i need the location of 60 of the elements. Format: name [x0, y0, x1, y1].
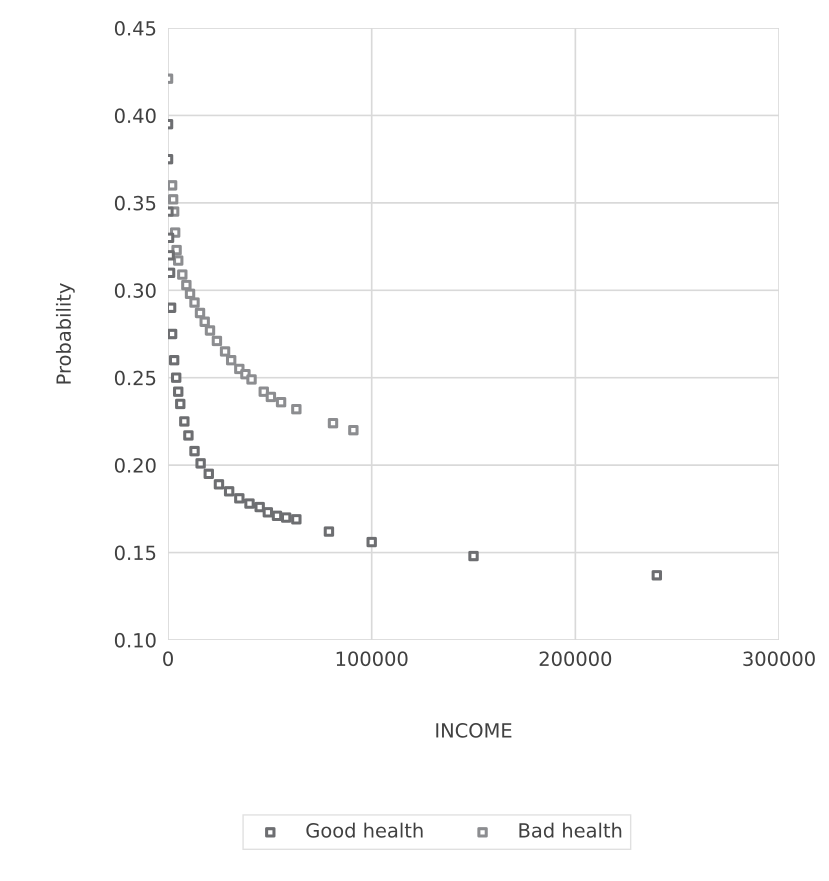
x-tick-label: 100000 — [336, 651, 408, 666]
point — [189, 297, 200, 308]
point — [170, 372, 182, 383]
y-tick-label: 0.40 — [114, 108, 156, 124]
point — [194, 308, 206, 318]
point — [173, 386, 184, 397]
point — [177, 269, 188, 280]
x-axis-title: INCOME — [436, 723, 512, 738]
point — [254, 502, 265, 512]
point — [195, 458, 206, 469]
point — [348, 424, 359, 436]
point — [184, 288, 196, 299]
y-tick-label: 0.30 — [114, 283, 156, 298]
point — [328, 418, 338, 428]
point — [226, 355, 236, 366]
point — [224, 486, 234, 497]
point — [204, 468, 214, 480]
point — [291, 514, 302, 525]
point — [189, 446, 200, 456]
point — [276, 396, 286, 408]
point — [366, 536, 377, 548]
y-tick-label: 0.15 — [114, 545, 156, 560]
y-tick-label: 0.25 — [114, 370, 156, 386]
point — [272, 510, 282, 522]
point — [246, 374, 257, 385]
point — [220, 346, 230, 357]
point — [168, 355, 180, 366]
point — [258, 386, 269, 397]
point — [168, 180, 178, 191]
point — [204, 325, 216, 336]
point — [212, 336, 222, 346]
point — [468, 550, 479, 562]
point — [244, 498, 255, 509]
point — [291, 404, 302, 414]
point — [168, 194, 178, 205]
x-tick-label: 0 — [163, 651, 173, 666]
point — [181, 280, 192, 290]
legend-label: Bad health — [519, 822, 622, 838]
y-axis-title: Probability — [56, 283, 75, 384]
point — [183, 430, 194, 441]
y-tick-label: 0.45 — [114, 20, 156, 36]
point — [262, 507, 274, 518]
legend-label: Good health — [306, 822, 423, 838]
y-tick-label: 0.20 — [114, 458, 156, 473]
x-tick-label: 300000 — [743, 651, 815, 666]
point — [234, 493, 245, 504]
point — [266, 392, 276, 402]
point — [175, 398, 186, 410]
point — [214, 479, 224, 490]
point — [168, 328, 178, 340]
y-tick-label: 0.10 — [114, 632, 156, 648]
point — [199, 316, 210, 327]
y-tick-label: 0.35 — [114, 196, 156, 211]
point — [324, 526, 334, 537]
point — [652, 570, 662, 580]
point — [173, 255, 184, 266]
point — [179, 416, 190, 427]
point — [171, 244, 182, 256]
x-tick-label: 200000 — [540, 651, 612, 666]
point — [280, 512, 292, 523]
